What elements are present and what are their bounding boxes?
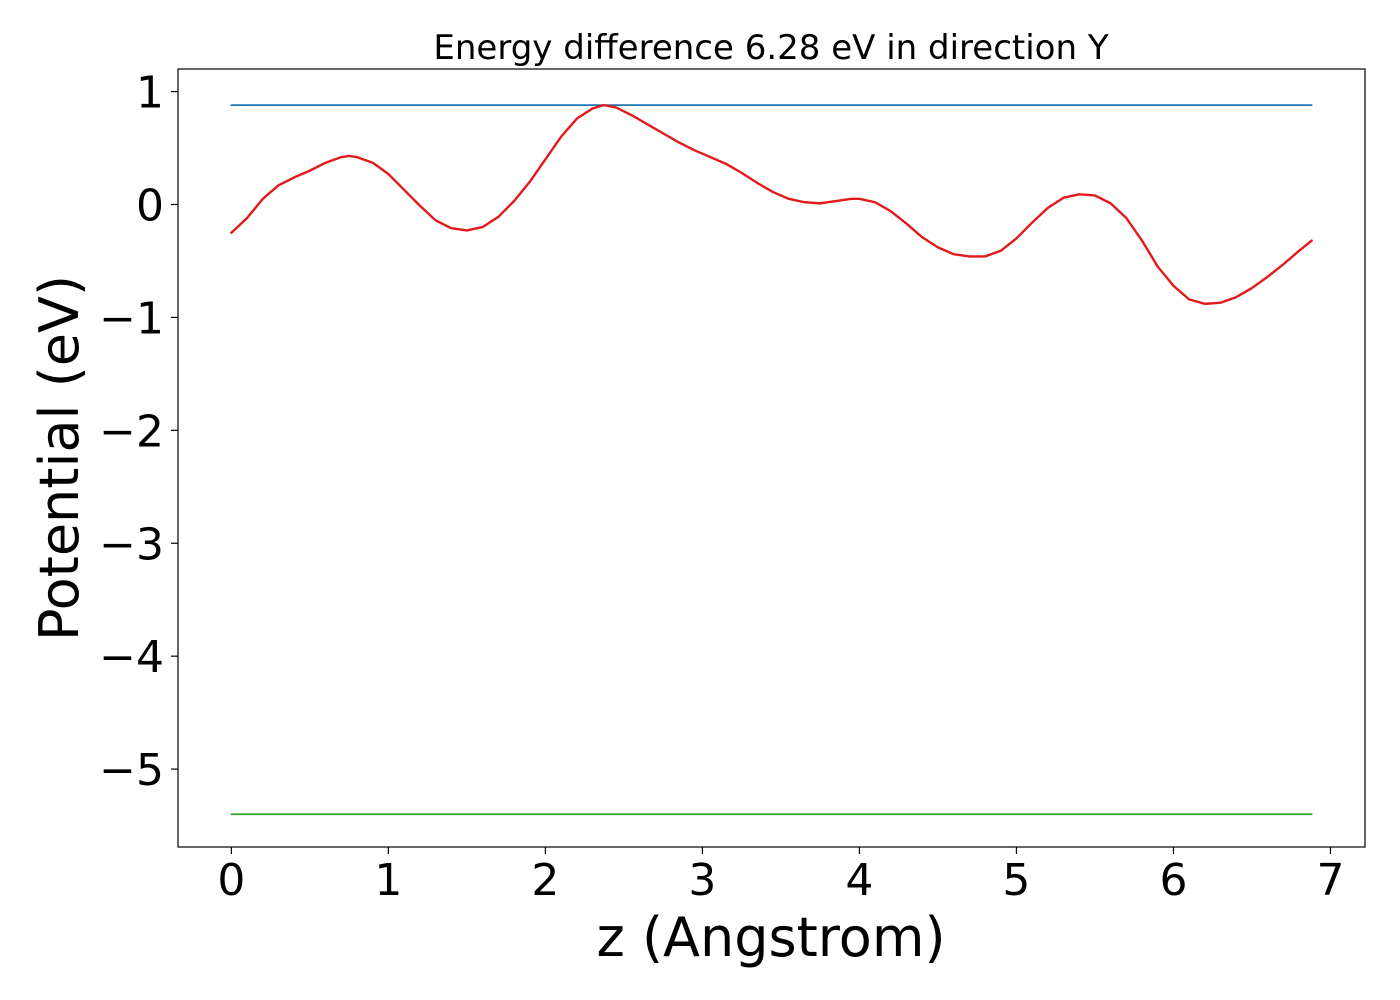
series-line-3 xyxy=(230,103,1313,306)
x-tick-label: 0 xyxy=(217,855,245,906)
x-axis-label: z (Angstrom) xyxy=(596,906,945,969)
y-tick-label: 0 xyxy=(136,181,164,232)
y-tick-label: −3 xyxy=(99,519,164,570)
x-tick-label: 3 xyxy=(688,855,716,906)
y-axis-ticks: 1 0 −1 −2 −3 −4 −5 xyxy=(99,68,178,796)
x-tick-label: 7 xyxy=(1316,855,1344,906)
x-tick-label: 2 xyxy=(531,855,559,906)
y-tick-label: −5 xyxy=(99,745,164,796)
x-tick-label: 6 xyxy=(1159,855,1187,906)
plot-frame xyxy=(177,68,1366,848)
y-tick-label: −1 xyxy=(99,293,164,344)
x-tick-label: 4 xyxy=(845,855,873,906)
x-tick-label: 5 xyxy=(1002,855,1030,906)
chart-title: Energy difference 6.28 eV in direction Y xyxy=(433,28,1108,68)
y-tick-label: −4 xyxy=(99,632,164,683)
series-layer xyxy=(230,103,1313,816)
x-axis-ticks: 0 1 2 3 4 5 6 7 xyxy=(217,847,1344,906)
x-tick-label: 1 xyxy=(374,855,402,906)
y-axis-label: Potential (eV) xyxy=(28,275,91,641)
y-tick-label: −2 xyxy=(99,406,164,457)
y-tick-label: 1 xyxy=(136,68,164,119)
